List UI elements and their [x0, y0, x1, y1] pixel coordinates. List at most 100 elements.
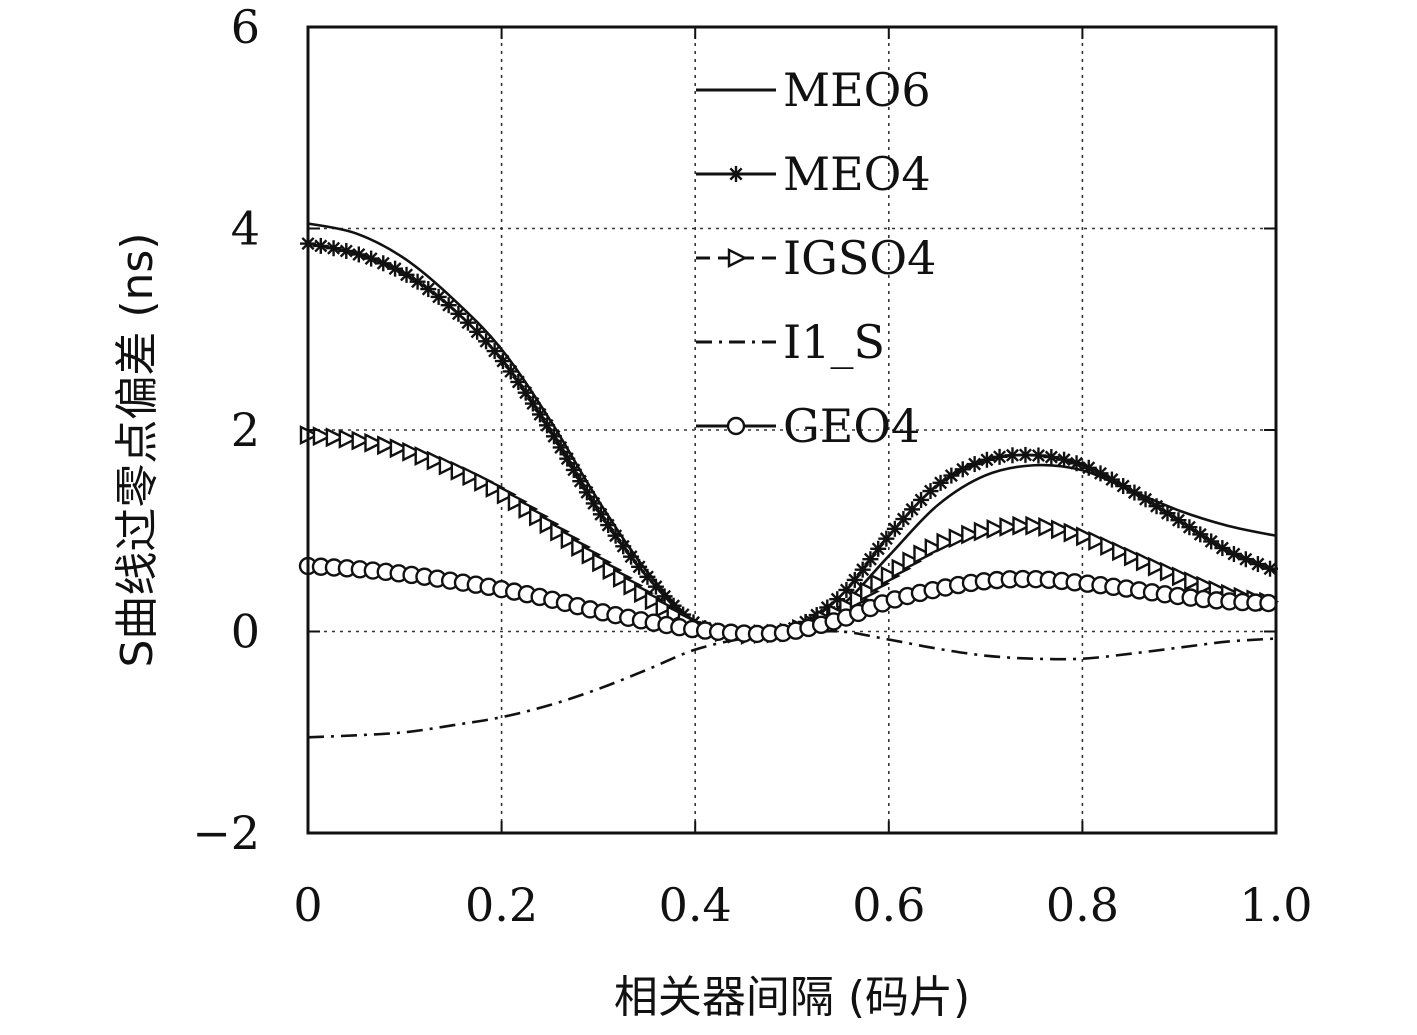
- series-marker: [414, 446, 435, 466]
- asterisk-stroke: [526, 397, 540, 411]
- series-marker: [607, 527, 624, 544]
- asterisk-stroke: [934, 476, 948, 490]
- series-marker: [644, 590, 665, 611]
- series-marker: [581, 544, 602, 565]
- asterisk-stroke: [649, 580, 663, 594]
- series-marker: [891, 558, 912, 579]
- asterisk-stroke: [573, 474, 587, 488]
- grid-lines: [308, 27, 1276, 833]
- asterisk-stroke: [567, 463, 581, 477]
- series-marker: [517, 384, 534, 401]
- series-marker: [615, 538, 632, 555]
- series-marker: [585, 495, 602, 512]
- series-line-I1_S: [307, 629, 1277, 739]
- series-marker: [377, 435, 397, 456]
- asterisk-stroke: [944, 469, 958, 483]
- series-marker: [502, 363, 519, 380]
- series-marker: [389, 438, 410, 459]
- series-marker: [1092, 465, 1109, 482]
- series-marker: [922, 483, 939, 500]
- series-marker: [338, 242, 355, 259]
- x-tick-label: 0.8: [1046, 878, 1119, 932]
- x-tick-label: 0: [293, 878, 322, 932]
- y-tick-label: 4: [231, 202, 260, 256]
- asterisk-stroke: [601, 518, 615, 532]
- legend-label: I1_S: [783, 315, 885, 369]
- series-marker: [529, 506, 549, 527]
- series-marker: [1063, 522, 1084, 543]
- asterisk-stroke: [554, 440, 568, 454]
- asterisk-stroke: [451, 307, 465, 321]
- asterisk-stroke: [533, 407, 547, 421]
- asterisk-stroke: [993, 450, 1007, 464]
- y-tick-label: −2: [192, 806, 260, 860]
- asterisk-stroke: [980, 453, 994, 467]
- series-marker: [312, 426, 333, 447]
- series-marker: [325, 240, 342, 257]
- series-marker: [904, 501, 921, 518]
- series-marker: [351, 430, 372, 451]
- asterisk-stroke: [1105, 473, 1119, 487]
- asterisk-stroke: [339, 244, 353, 258]
- series-marker: [1126, 484, 1143, 501]
- asterisk-stroke: [519, 386, 533, 400]
- series-marker: [1135, 551, 1156, 572]
- asterisk-stroke: [1093, 466, 1107, 480]
- series-marker: [510, 373, 527, 390]
- series-marker: [612, 567, 633, 588]
- series-marker: [943, 467, 960, 484]
- series-GEO4: [298, 556, 1278, 644]
- series-marker: [1181, 519, 1198, 536]
- series-marker: [600, 517, 617, 534]
- series-marker: [426, 450, 447, 471]
- series-marker: [409, 273, 426, 290]
- legend-item-MEO4: MEO4: [696, 147, 931, 201]
- series-marker: [450, 460, 471, 481]
- series-marker: [849, 589, 870, 610]
- series-marker: [524, 395, 541, 412]
- series-marker: [1225, 546, 1242, 563]
- asterisk-stroke: [352, 247, 366, 261]
- asterisk-stroke: [376, 256, 390, 270]
- series-marker: [1171, 566, 1192, 587]
- asterisk-stroke: [314, 239, 328, 253]
- series-marker: [1080, 459, 1097, 476]
- legend-label: IGSO4: [783, 231, 936, 285]
- asterisk-stroke: [470, 325, 484, 339]
- series-marker: [363, 250, 380, 267]
- series-marker: [999, 516, 1020, 537]
- x-tick-label: 0.6: [852, 878, 925, 932]
- series-marker: [1148, 498, 1165, 515]
- series-marker: [966, 456, 983, 473]
- legend-item-IGSO4: IGSO4: [696, 231, 936, 285]
- asterisk-stroke: [1031, 448, 1045, 462]
- series-marker: [531, 406, 548, 423]
- asterisk-stroke: [1057, 453, 1071, 467]
- asterisk-stroke: [547, 429, 561, 443]
- asterisk-stroke: [616, 539, 630, 553]
- asterisk-stroke: [1227, 547, 1241, 561]
- series-marker: [859, 581, 880, 602]
- asterisk-stroke: [1251, 557, 1265, 571]
- series-marker: [539, 417, 556, 434]
- series-marker: [462, 466, 483, 487]
- asterisk-stroke: [1215, 541, 1229, 555]
- series-marker: [880, 566, 901, 586]
- asterisk-stroke: [956, 462, 970, 476]
- series-marker: [932, 474, 949, 491]
- series-marker: [459, 314, 476, 331]
- y-tick-label: 6: [231, 0, 260, 54]
- series-marker: [1112, 541, 1132, 562]
- series-marker: [338, 428, 359, 449]
- asterisk-stroke: [421, 282, 435, 296]
- series-marker: [565, 461, 582, 478]
- asterisk-stroke: [1204, 534, 1218, 548]
- series-marker: [870, 573, 891, 594]
- series-marker: [913, 544, 934, 565]
- asterisk-stroke: [587, 496, 601, 510]
- asterisk-stroke: [1193, 527, 1207, 541]
- series-marker: [1103, 471, 1120, 488]
- series-marker: [1196, 575, 1217, 596]
- series-marker: [438, 455, 459, 476]
- series-marker: [1100, 536, 1121, 556]
